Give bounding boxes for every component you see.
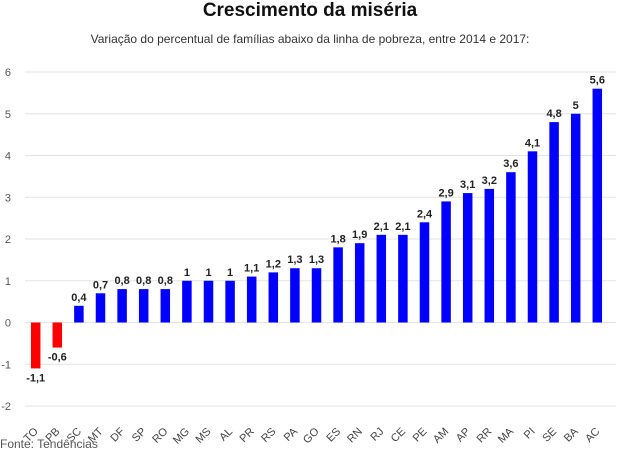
chart-source: Fonte: Tendências: [0, 437, 98, 451]
x-tick-label: PE: [411, 426, 430, 445]
bar: [419, 222, 430, 323]
y-tick-label: 1: [5, 276, 11, 288]
x-tick-label: AC: [583, 426, 602, 445]
data-label: 2,4: [417, 208, 433, 220]
x-tick-label: MA: [496, 425, 517, 446]
chart-subtitle: Variação do percentual de famílias abaix…: [90, 32, 530, 46]
bar: [311, 268, 322, 323]
bar: [592, 88, 603, 323]
x-tick-label: MS: [193, 426, 213, 446]
x-tick-label: PR: [238, 426, 257, 445]
bars: [30, 88, 603, 369]
x-tick-label: MG: [171, 426, 192, 447]
x-tick-label: GO: [301, 425, 322, 446]
data-label: 3,1: [460, 179, 475, 191]
data-label: 0,8: [136, 275, 151, 287]
data-label: 0,8: [158, 275, 173, 287]
data-label: 1: [205, 267, 211, 279]
bar: [398, 234, 408, 323]
y-tick-label: -1: [1, 359, 11, 371]
x-tick-label: BA: [562, 425, 581, 444]
data-label: 3,6: [503, 158, 518, 170]
data-label: 0,7: [93, 279, 108, 291]
x-tick-label: RJ: [368, 426, 386, 444]
bar: [138, 289, 149, 323]
bar: [354, 243, 365, 323]
bar: [160, 289, 171, 323]
data-label: 4,1: [525, 137, 540, 149]
bar: [246, 276, 257, 323]
bar: [441, 201, 451, 323]
bar: [203, 280, 214, 323]
data-label: 1,9: [352, 229, 367, 241]
bar: [117, 289, 127, 323]
x-tick-label: RR: [475, 426, 495, 446]
data-label: 2,1: [374, 221, 389, 233]
x-tick-label: CE: [389, 426, 408, 445]
x-tick-label: AM: [431, 426, 451, 446]
data-label: -1,1: [26, 372, 45, 384]
data-label: 1: [184, 267, 190, 279]
data-label: 4,8: [546, 108, 561, 120]
bar: [506, 172, 516, 323]
data-label: 1,2: [266, 258, 281, 270]
x-tick-label: RS: [259, 426, 278, 445]
data-label: 1: [227, 267, 233, 279]
bar: [30, 322, 41, 369]
data-label: 0,8: [114, 275, 129, 287]
y-tick-label: 4: [5, 151, 11, 163]
data-label: 5,6: [590, 75, 605, 87]
y-tick-label: 3: [5, 192, 11, 204]
bar: [95, 293, 106, 323]
bar: [570, 113, 581, 323]
x-tick-label: PI: [522, 426, 538, 442]
chart-title: Crescimento da miséria: [202, 0, 418, 21]
x-tick-label: RN: [345, 426, 365, 446]
bar: [527, 151, 538, 323]
x-tick-label: PA: [282, 425, 301, 444]
bar: [484, 188, 495, 323]
bar: [290, 268, 300, 323]
bar: [225, 280, 235, 323]
data-label: -0,6: [48, 352, 67, 364]
data-label: 2,9: [438, 187, 453, 199]
data-label: 5: [573, 100, 579, 112]
data-label: 0,4: [71, 292, 87, 304]
bar: [182, 280, 192, 323]
grid-lines: [25, 71, 616, 407]
x-tick-label: RO: [150, 425, 170, 445]
data-label: 1,3: [309, 254, 324, 266]
bar: [376, 234, 387, 323]
bar: [74, 305, 84, 323]
x-tick-label: AL: [217, 426, 235, 444]
x-tick-label: SE: [540, 426, 559, 445]
bar: [462, 193, 473, 323]
y-tick-label: 5: [5, 109, 11, 121]
bar: [333, 247, 343, 323]
bar: [52, 322, 63, 348]
bar: [549, 122, 559, 323]
y-tick-label: 2: [5, 234, 11, 246]
y-tick-label: 6: [5, 67, 11, 79]
x-tick-label: SP: [130, 426, 149, 445]
y-tick-label: -2: [1, 401, 11, 413]
x-tick-label: DF: [108, 425, 127, 444]
y-axis-ticks: -2 -1 0 1 2 3 4 5 6: [1, 67, 11, 413]
data-label: 1,3: [287, 254, 302, 266]
x-axis-categories: TO PB SC MT DF SP RO MG MS AL PR RS PA GO ES RN RJ CE PE AM…: [22, 425, 603, 446]
data-label: 2,1: [395, 221, 410, 233]
data-label: 1,1: [244, 263, 259, 275]
bar: [268, 272, 279, 323]
data-label: 3,2: [482, 175, 497, 187]
x-tick-label: ES: [324, 426, 343, 445]
data-labels: -1,1-0,6 0,4 0,7 0,8 0,8 0,8 1 1 1 1,1 1,2 1,3 1,3 1,…: [26, 75, 605, 385]
data-label: 1,8: [330, 233, 345, 245]
y-tick-label: 0: [5, 318, 11, 330]
x-tick-label: AP: [454, 426, 473, 445]
